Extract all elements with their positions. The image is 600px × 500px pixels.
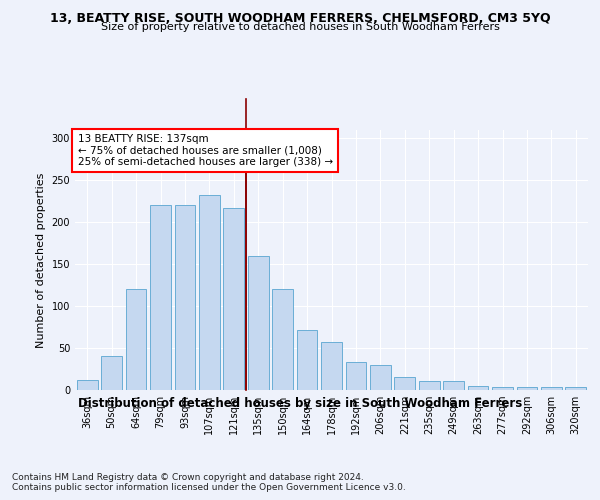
Text: Distribution of detached houses by size in South Woodham Ferrers: Distribution of detached houses by size … — [78, 398, 522, 410]
Bar — [346, 362, 367, 390]
Bar — [125, 290, 146, 390]
Bar — [101, 356, 122, 390]
Bar — [199, 194, 220, 390]
Text: Contains public sector information licensed under the Open Government Licence v3: Contains public sector information licen… — [12, 484, 406, 492]
Bar — [370, 365, 391, 390]
Bar — [467, 386, 488, 390]
Y-axis label: Number of detached properties: Number of detached properties — [36, 172, 46, 348]
Text: 13, BEATTY RISE, SOUTH WOODHAM FERRERS, CHELMSFORD, CM3 5YQ: 13, BEATTY RISE, SOUTH WOODHAM FERRERS, … — [50, 12, 550, 26]
Bar — [296, 330, 317, 390]
Bar — [394, 378, 415, 390]
Text: Size of property relative to detached houses in South Woodham Ferrers: Size of property relative to detached ho… — [101, 22, 499, 32]
Bar — [175, 206, 196, 390]
Text: 13 BEATTY RISE: 137sqm
← 75% of detached houses are smaller (1,008)
25% of semi-: 13 BEATTY RISE: 137sqm ← 75% of detached… — [77, 134, 332, 167]
Bar — [443, 381, 464, 390]
Bar — [541, 388, 562, 390]
Bar — [150, 206, 171, 390]
Bar — [77, 380, 98, 390]
Bar — [272, 290, 293, 390]
Bar — [565, 386, 586, 390]
Bar — [492, 386, 513, 390]
Bar — [517, 388, 538, 390]
Bar — [321, 342, 342, 390]
Bar — [248, 256, 269, 390]
Text: Contains HM Land Registry data © Crown copyright and database right 2024.: Contains HM Land Registry data © Crown c… — [12, 472, 364, 482]
Bar — [419, 381, 440, 390]
Bar — [223, 208, 244, 390]
